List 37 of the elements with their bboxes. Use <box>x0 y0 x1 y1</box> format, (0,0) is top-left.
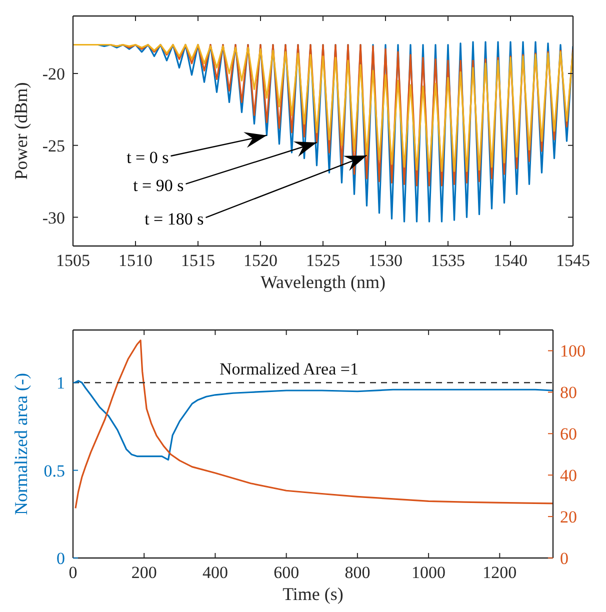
y2-tick-label: 60 <box>560 424 577 444</box>
y-tick-label: -30 <box>42 208 65 228</box>
y2-tick-label: 0 <box>560 549 568 568</box>
x-tick-label: 0 <box>68 563 78 582</box>
y-tick-label: -20 <box>42 64 65 84</box>
x-tick-label: 1510 <box>118 251 152 270</box>
line-series <box>74 340 553 510</box>
x-tick-label: 400 <box>202 563 228 582</box>
x-tick-label: 1545 <box>556 251 590 270</box>
y-tick-label: -25 <box>42 136 65 156</box>
ref-line-label: Normalized Area =1 <box>220 360 358 379</box>
x-axis-title: Wavelength (nm) <box>260 272 386 292</box>
x-tick-label: 1525 <box>306 251 340 270</box>
annotation: t = 0 s <box>126 148 169 168</box>
x-tick-label: 1515 <box>181 251 215 270</box>
x-tick-label: 1530 <box>368 251 402 270</box>
x-tick-label: 1505 <box>56 251 90 270</box>
y-tick-label: 0 <box>56 549 65 568</box>
y2-tick-label: 40 <box>560 466 577 486</box>
x-axis-title: Time (s) <box>282 584 344 604</box>
x-tick-label: 1535 <box>431 251 465 270</box>
y-tick-label: 0.5 <box>44 461 65 480</box>
annotation: t = 180 s <box>144 210 204 229</box>
y-tick-label: 1 <box>56 374 65 393</box>
x-tick-label: 1520 <box>244 251 278 270</box>
y2-tick-label: 20 <box>560 508 577 527</box>
annotation: t = 90 s <box>133 176 184 195</box>
y2-tick-label: 80 <box>560 383 577 402</box>
y-axis-title: Normalized area (-) <box>11 373 31 515</box>
y2-tick-label: 100 <box>560 342 586 361</box>
x-tick-label: 600 <box>274 563 300 582</box>
x-tick-label: 200 <box>131 563 157 582</box>
x-tick-label: 1000 <box>412 563 446 582</box>
y-axis-title: Power (dBm) <box>11 82 31 180</box>
x-tick-label: 1200 <box>482 563 517 582</box>
x-tick-label: 1540 <box>494 251 528 270</box>
x-tick-label: 800 <box>344 563 370 582</box>
